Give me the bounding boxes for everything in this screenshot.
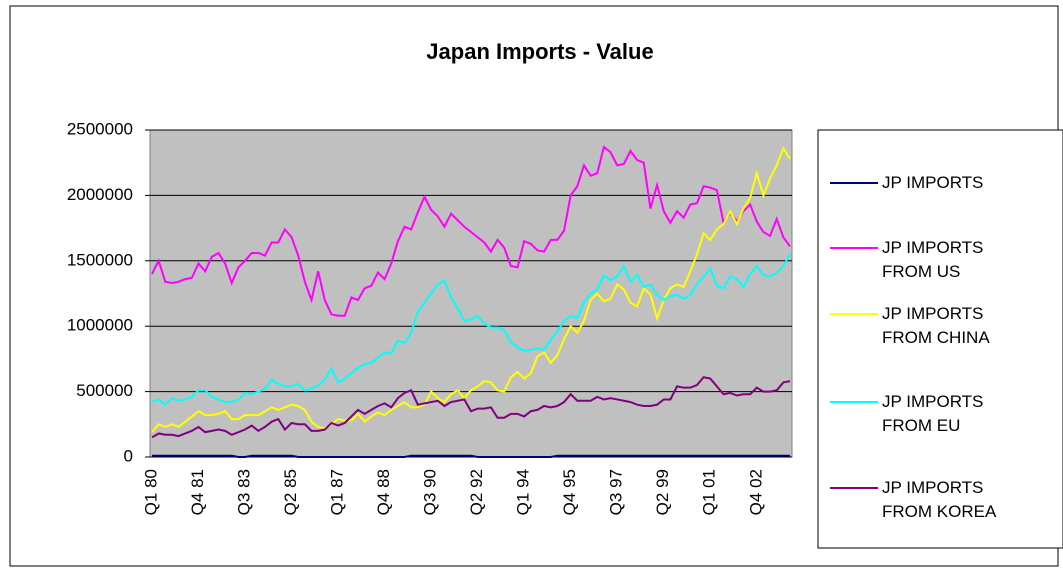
series-line <box>151 145 791 317</box>
y-tick-label: 500000 <box>76 381 133 400</box>
x-tick-label: Q3 97 <box>607 469 626 515</box>
series-line <box>152 454 790 458</box>
x-tick-label: Q4 81 <box>188 469 207 515</box>
plot-area <box>149 129 793 458</box>
legend-box <box>817 129 1063 549</box>
x-tick-label: Q2 92 <box>467 469 486 515</box>
chart-title: Japan Imports - Value <box>426 39 653 64</box>
x-tick-label: Q4 88 <box>374 469 393 515</box>
x-tick-label: Q4 95 <box>560 469 579 515</box>
y-tick-label: 2000000 <box>67 185 133 204</box>
x-tick-label: Q4 02 <box>746 469 765 515</box>
x-tick-label: Q1 01 <box>700 469 719 515</box>
y-tick-label: 0 <box>124 446 133 465</box>
y-tick-label: 2500000 <box>67 119 133 138</box>
x-tick-label: Q2 85 <box>281 469 300 515</box>
legend-label: JP IMPORTS FROM US <box>882 238 984 281</box>
x-tick-label: Q3 90 <box>421 469 440 515</box>
legend-label: JP IMPORTS <box>882 173 984 192</box>
series-line <box>151 376 791 439</box>
legend-label: JP IMPORTS FROM CHINA <box>882 304 990 347</box>
y-tick-label: 1500000 <box>67 250 133 269</box>
x-tick-label: Q2 99 <box>653 469 672 515</box>
legend-label: JP IMPORTS FROM KOREA <box>882 478 997 521</box>
series-line <box>151 146 791 433</box>
x-tick-label: Q3 83 <box>235 469 254 515</box>
x-tick-label: Q1 80 <box>141 469 160 515</box>
y-tick-label: 1000000 <box>67 316 133 335</box>
x-tick-label: Q1 94 <box>514 469 533 515</box>
series-line <box>151 253 791 407</box>
legend-label: JP IMPORTS FROM EU <box>882 392 984 435</box>
x-tick-label: Q1 87 <box>328 469 347 515</box>
